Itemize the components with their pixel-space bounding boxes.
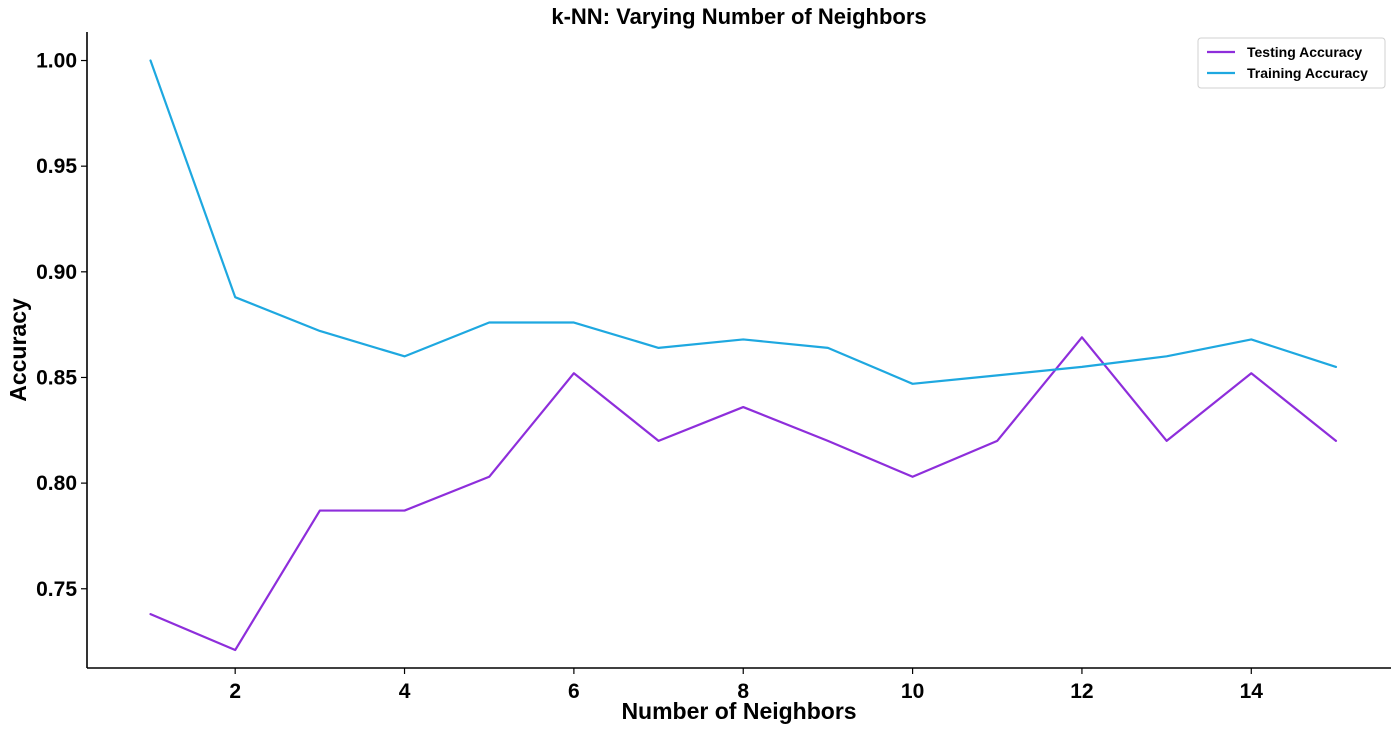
x-axis-title: Number of Neighbors [621,698,856,724]
x-tick-label: 6 [568,680,580,703]
x-tick-label: 4 [399,680,411,703]
y-tick-label: 1.00 [36,50,77,73]
series-layer [149,59,1338,652]
legend: Testing Accuracy Training Accuracy [1197,37,1386,89]
legend-label-training: Training Accuracy [1247,65,1368,81]
y-tick-label: 0.95 [36,155,77,178]
y-tick-label: 0.80 [36,472,77,495]
x-tick-label: 2 [229,680,241,703]
y-axis-ticks: 0.75 0.80 0.85 0.90 0.95 1.00 [36,50,87,601]
legend-box [1197,37,1386,89]
legend-label-testing: Testing Accuracy [1247,44,1362,60]
x-axis-ticks: 2 4 6 8 10 12 14 [229,668,1263,703]
x-tick-label: 8 [737,680,749,703]
x-tick-label: 14 [1240,680,1264,703]
series-line-training-accuracy [149,59,1338,385]
y-tick-label: 0.85 [36,366,77,389]
series-line-testing-accuracy [149,336,1338,652]
x-tick-label: 12 [1070,680,1093,703]
x-tick-label: 10 [901,680,924,703]
chart-title: k-NN: Varying Number of Neighbors [551,4,926,29]
y-tick-label: 0.90 [36,261,77,284]
y-axis-title: Accuracy [5,298,31,402]
y-tick-label: 0.75 [36,578,77,601]
